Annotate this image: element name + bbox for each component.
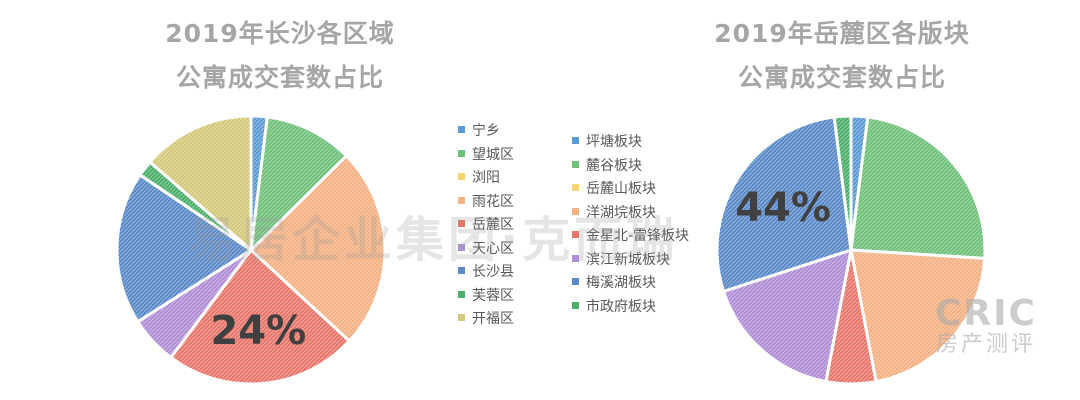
right-pie-chart: 44% [715, 114, 987, 386]
right-legend-item-4: 金星北-雷锋板块 [572, 226, 689, 246]
left-pie-slice-5-texture [137, 250, 251, 358]
left-legend-swatch-6 [458, 267, 465, 274]
left-legend-item-3: 雨花区 [458, 192, 514, 212]
left-legend-item-7: 芙蓉区 [458, 286, 514, 306]
left-pie-slice-3-texture [251, 155, 385, 342]
right-legend-swatch-2 [572, 184, 579, 191]
left-legend-label-8: 开福区 [472, 311, 514, 327]
right-pie-slice-1-texture [851, 117, 986, 259]
right-legend-swatch-0 [572, 137, 579, 144]
left-legend-label-3: 雨花区 [472, 193, 514, 210]
left-chart-title-line-1: 2019年长沙各区域 [165, 19, 395, 48]
cric-logo: CRIC 房产测评 [935, 295, 1037, 357]
left-chart-title-line-2: 公寓成交套数占比 [175, 63, 384, 92]
left-pie-slice-7-texture [140, 161, 251, 250]
right-legend-swatch-7 [572, 301, 579, 309]
right-legend-swatch-3 [572, 207, 579, 215]
left-pie-slice-4-texture [170, 250, 350, 384]
right-legend-item-1: 麓谷板块 [572, 156, 642, 176]
right-legend-label-4: 金星北-雷锋板块 [586, 228, 690, 244]
right-legend-item-0: 坪塘板块 [572, 132, 642, 152]
right-pie-slice-3-texture [851, 250, 985, 382]
cric-logo-subtext: 房产测评 [935, 332, 1036, 357]
left-chart-title: 2019年长沙各区域 公寓成交套数占比 [80, 12, 480, 100]
right-pie-slice-5-texture [723, 250, 851, 382]
right-legend-label-7: 市政府板块 [586, 298, 656, 315]
left-legend-label-5: 天心区 [472, 240, 514, 257]
left-pie-slice-6-texture [116, 174, 252, 322]
right-legend-label-1: 麓谷板块 [586, 157, 642, 174]
right-legend-swatch-6 [572, 278, 579, 285]
left-legend-item-1: 望城区 [458, 145, 514, 165]
watermark: 易居企业集团·克而瑞 [188, 212, 679, 268]
left-legend-swatch-1 [458, 149, 465, 157]
right-legend-swatch-5 [572, 254, 579, 262]
left-legend-swatch-7 [458, 290, 465, 298]
left-legend-swatch-4 [458, 220, 465, 227]
left-legend-label-4: 岳麓区 [472, 217, 514, 233]
left-legend-item-4: 岳麓区 [458, 215, 514, 235]
right-pie-slice-6-texture [717, 117, 851, 292]
right-legend-swatch-1 [572, 160, 579, 168]
right-pie-slice-7-texture [834, 116, 851, 250]
left-legend-swatch-5 [458, 243, 465, 251]
left-legend-swatch-3 [458, 196, 465, 204]
right-pie-slice-label-6: 44% [735, 185, 831, 231]
right-legend-item-2: 岳麓山板块 [572, 179, 656, 199]
right-legend-swatch-4 [572, 231, 579, 238]
right-legend-item-6: 梅溪湖板块 [572, 273, 656, 293]
left-legend-swatch-0 [458, 126, 465, 133]
right-legend-label-5: 滨江新城板块 [586, 251, 670, 268]
left-pie-slice-label-4: 24% [210, 308, 306, 354]
left-legend-label-6: 长沙县 [472, 264, 514, 280]
right-pie-slice-4-texture [825, 250, 877, 384]
left-legend-item-0: 宁乡 [458, 121, 500, 141]
left-legend-label-0: 宁乡 [472, 123, 500, 139]
left-legend-item-6: 长沙县 [458, 262, 514, 282]
left-legend-swatch-8 [458, 314, 465, 321]
left-legend-label-1: 望城区 [472, 146, 514, 163]
left-pie-chart: 24% [115, 114, 387, 386]
right-legend-label-3: 洋湖垸板块 [586, 204, 656, 221]
left-pie-slice-8-texture [149, 116, 251, 250]
left-pie-slice-1-texture [251, 116, 347, 250]
right-chart-title-line-2: 公寓成交套数占比 [737, 63, 946, 92]
right-legend-label-0: 坪塘板块 [586, 134, 642, 150]
right-legend-label-2: 岳麓山板块 [586, 181, 656, 197]
left-legend-item-2: 浏阳 [458, 168, 500, 188]
right-legend-item-3: 洋湖垸板块 [572, 203, 656, 223]
right-legend-item-5: 滨江新城板块 [572, 250, 670, 270]
left-legend-swatch-2 [458, 173, 465, 180]
left-legend-label-2: 浏阳 [472, 170, 500, 186]
cric-logo-text: CRIC [935, 293, 1037, 334]
left-legend-label-7: 芙蓉区 [472, 287, 514, 304]
right-chart-title-line-1: 2019年岳麓区各版块 [714, 19, 970, 48]
right-legend-label-6: 梅溪湖板块 [586, 275, 656, 291]
left-legend-item-5: 天心区 [458, 239, 514, 259]
right-legend-item-7: 市政府板块 [572, 297, 656, 317]
left-legend-item-8: 开福区 [458, 309, 514, 329]
right-chart-title: 2019年岳麓区各版块 公寓成交套数占比 [632, 12, 1052, 100]
